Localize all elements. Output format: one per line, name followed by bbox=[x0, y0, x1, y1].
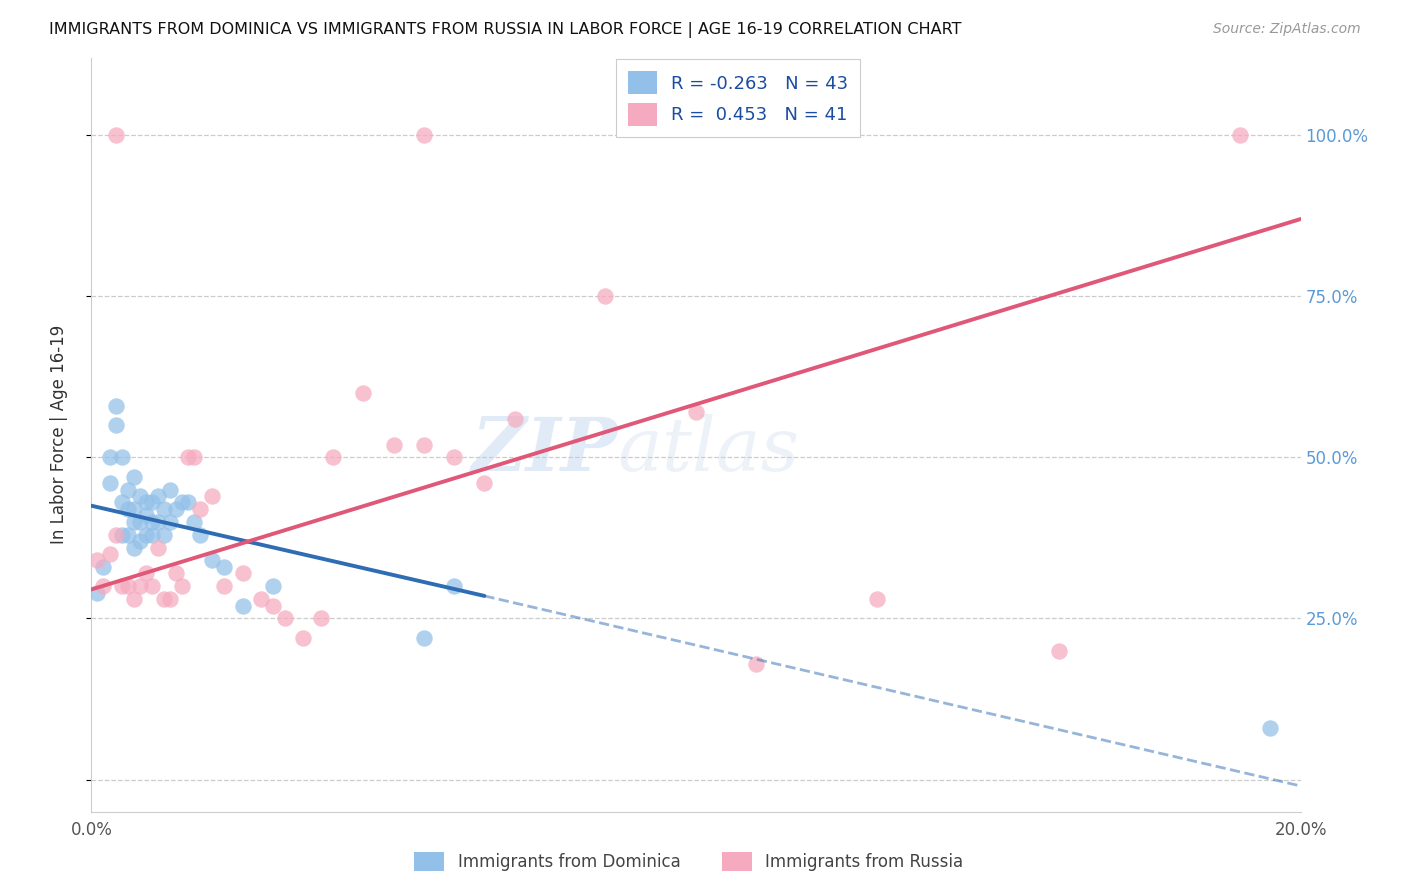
Point bbox=[201, 489, 224, 503]
Point bbox=[443, 450, 465, 465]
Point bbox=[117, 502, 139, 516]
Y-axis label: In Labor Force | Age 16-19: In Labor Force | Age 16-19 bbox=[49, 326, 67, 544]
Point bbox=[231, 599, 253, 613]
Point bbox=[159, 515, 181, 529]
Point bbox=[93, 560, 115, 574]
Text: Source: ZipAtlas.com: Source: ZipAtlas.com bbox=[1213, 22, 1361, 37]
Point bbox=[165, 566, 187, 581]
Point bbox=[595, 289, 617, 303]
Point bbox=[322, 450, 344, 465]
Point bbox=[135, 508, 157, 523]
Text: ZIP: ZIP bbox=[471, 414, 617, 486]
Point bbox=[146, 489, 169, 503]
Point bbox=[183, 515, 205, 529]
Point bbox=[98, 476, 121, 491]
Point bbox=[98, 450, 121, 465]
Point bbox=[413, 437, 436, 451]
Point bbox=[443, 579, 465, 593]
Point bbox=[135, 566, 157, 581]
Point bbox=[104, 128, 127, 143]
Point bbox=[413, 128, 436, 143]
Point bbox=[98, 547, 121, 561]
Point bbox=[352, 386, 374, 401]
Point bbox=[141, 579, 163, 593]
Text: IMMIGRANTS FROM DOMINICA VS IMMIGRANTS FROM RUSSIA IN LABOR FORCE | AGE 16-19 CO: IMMIGRANTS FROM DOMINICA VS IMMIGRANTS F… bbox=[49, 22, 962, 38]
Point bbox=[183, 450, 205, 465]
Point bbox=[165, 502, 187, 516]
Point bbox=[472, 476, 495, 491]
Point bbox=[159, 483, 181, 497]
Point bbox=[153, 592, 176, 607]
Point bbox=[128, 534, 150, 549]
Point bbox=[1047, 643, 1070, 657]
Point bbox=[274, 611, 297, 625]
Point bbox=[172, 495, 194, 509]
Point bbox=[153, 502, 176, 516]
Point bbox=[111, 495, 132, 509]
Point bbox=[111, 450, 132, 465]
Point bbox=[1229, 128, 1251, 143]
Point bbox=[172, 579, 194, 593]
Point bbox=[104, 418, 127, 433]
Point bbox=[685, 405, 707, 419]
Point bbox=[262, 579, 284, 593]
Point bbox=[262, 599, 284, 613]
Point bbox=[214, 579, 236, 593]
Point bbox=[104, 399, 127, 413]
Point bbox=[153, 527, 176, 541]
Point bbox=[128, 515, 150, 529]
Point bbox=[122, 592, 145, 607]
Point bbox=[413, 631, 436, 645]
Point bbox=[146, 515, 169, 529]
Point bbox=[309, 611, 332, 625]
Point bbox=[111, 527, 132, 541]
Point bbox=[141, 527, 163, 541]
Point bbox=[745, 657, 768, 671]
Point bbox=[122, 541, 145, 555]
Point bbox=[135, 527, 157, 541]
Point bbox=[231, 566, 253, 581]
Point bbox=[117, 527, 139, 541]
Point bbox=[188, 527, 211, 541]
Text: atlas: atlas bbox=[617, 414, 800, 486]
Point bbox=[128, 579, 150, 593]
Point bbox=[382, 437, 405, 451]
Point bbox=[1260, 721, 1282, 735]
Point bbox=[503, 411, 526, 425]
Point bbox=[866, 592, 889, 607]
Point bbox=[135, 495, 157, 509]
Point bbox=[117, 483, 139, 497]
Point bbox=[292, 631, 315, 645]
Point bbox=[86, 553, 108, 567]
Point bbox=[111, 579, 132, 593]
Point bbox=[122, 515, 145, 529]
Point bbox=[141, 515, 163, 529]
Point bbox=[141, 495, 163, 509]
Point bbox=[177, 495, 200, 509]
Point bbox=[214, 560, 236, 574]
Point bbox=[86, 585, 108, 599]
Point bbox=[249, 592, 271, 607]
Point bbox=[188, 502, 211, 516]
Point bbox=[128, 489, 150, 503]
Legend: R = -0.263   N = 43, R =  0.453   N = 41: R = -0.263 N = 43, R = 0.453 N = 41 bbox=[616, 60, 860, 137]
Point bbox=[122, 469, 145, 483]
Point bbox=[93, 579, 115, 593]
Point bbox=[117, 579, 139, 593]
Point bbox=[146, 541, 169, 555]
Legend: Immigrants from Dominica, Immigrants from Russia: Immigrants from Dominica, Immigrants fro… bbox=[406, 843, 972, 880]
Point bbox=[122, 502, 145, 516]
Point bbox=[177, 450, 200, 465]
Point bbox=[201, 553, 224, 567]
Point bbox=[104, 527, 127, 541]
Point bbox=[159, 592, 181, 607]
